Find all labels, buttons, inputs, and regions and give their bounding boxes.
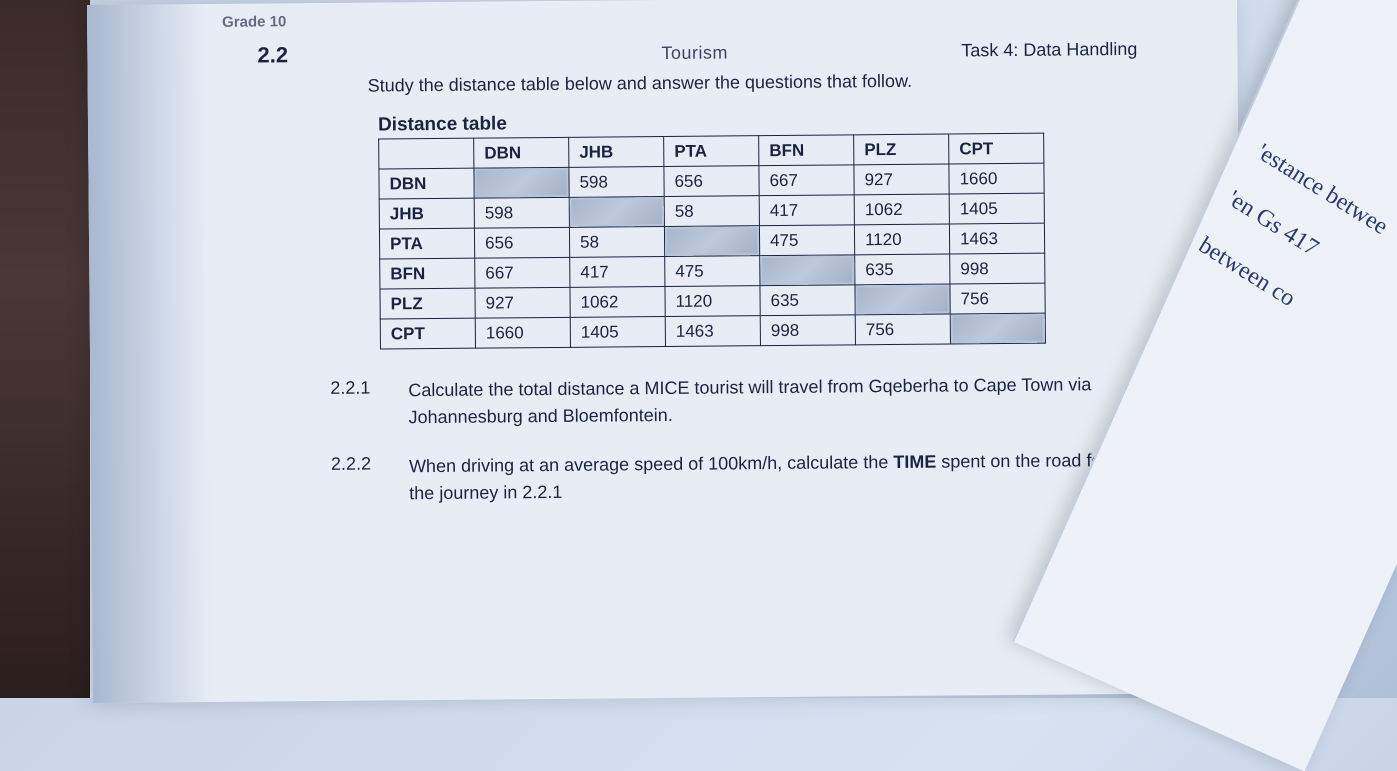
- table-cell: 598: [569, 167, 664, 198]
- table-diagonal-cell: [664, 226, 759, 257]
- table-diagonal-cell: [950, 313, 1045, 344]
- table-diagonal-cell: [760, 255, 855, 286]
- table-cell: 635: [760, 285, 855, 316]
- table-cell: 667: [475, 257, 570, 288]
- table-cell: 475: [665, 256, 760, 287]
- question-number: 2.2.2: [331, 453, 385, 474]
- table-row-label: BFN: [380, 258, 475, 289]
- table-cell: 998: [950, 253, 1045, 284]
- table-title: Distance table: [378, 107, 1198, 136]
- table-col-header: PTA: [664, 136, 759, 167]
- question-row: 2.2.1 Calculate the total distance a MIC…: [330, 370, 1200, 432]
- table-cell: 1405: [570, 316, 665, 347]
- table-row-label: CPT: [380, 318, 475, 349]
- table-corner-cell: [379, 138, 474, 169]
- table-cell: 58: [569, 227, 664, 258]
- table-cell: 1463: [665, 316, 760, 347]
- header-row: 2.2 Tourism Task 4: Data Handling: [127, 34, 1197, 69]
- question-text: When driving at an average speed of 100k…: [409, 447, 1137, 507]
- table-cell: 656: [664, 166, 759, 197]
- total-marks: [17]: [332, 523, 1152, 551]
- table-cell: 417: [759, 195, 854, 226]
- grade-label-partial: Grade 10: [222, 5, 1197, 31]
- question-row: 2.2.2 When driving at an average speed o…: [331, 446, 1201, 508]
- table-col-header: CPT: [949, 133, 1044, 164]
- task-title: Task 4: Data Handling: [961, 39, 1137, 62]
- table-cell: 475: [759, 225, 854, 256]
- table-cell: 998: [760, 315, 855, 346]
- subject-title: Tourism: [468, 41, 921, 66]
- table-col-header: BFN: [759, 135, 854, 166]
- table-col-header: DBN: [474, 137, 569, 168]
- left-background-strip: [0, 0, 90, 698]
- table-cell: 756: [855, 314, 950, 345]
- table-cell: 635: [855, 254, 950, 285]
- table-cell: 927: [475, 287, 570, 318]
- table-cell: 927: [854, 164, 949, 195]
- table-cell: 1062: [854, 194, 949, 225]
- table-cell: 58: [664, 196, 759, 227]
- table-row-label: DBN: [379, 168, 474, 199]
- instruction-text: Study the distance table below and answe…: [368, 68, 1198, 96]
- table-diagonal-cell: [855, 284, 950, 315]
- table-cell: 598: [474, 197, 569, 228]
- table-cell: 1405: [949, 193, 1044, 224]
- table-cell: 656: [474, 227, 569, 258]
- table-col-header: PLZ: [854, 134, 949, 165]
- table-body: DBN5986566679271660JHB5985841710621405PT…: [379, 163, 1046, 349]
- table-col-header: JHB: [569, 137, 664, 168]
- table-row-label: PLZ: [380, 288, 475, 319]
- table-cell: 1463: [949, 223, 1044, 254]
- section-number: 2.2: [257, 42, 288, 68]
- table-cell: 1120: [665, 286, 760, 317]
- table-row-label: JHB: [379, 198, 474, 229]
- table-cell: 1660: [475, 317, 570, 348]
- table-cell: 1120: [854, 224, 949, 255]
- question-number: 2.2.1: [330, 377, 384, 398]
- table-diagonal-cell: [569, 197, 664, 228]
- table-cell: 1660: [949, 163, 1044, 194]
- table-cell: 667: [759, 165, 854, 196]
- table-cell: 756: [950, 283, 1045, 314]
- question-text: Calculate the total distance a MICE tour…: [408, 371, 1136, 431]
- table-diagonal-cell: [474, 167, 569, 198]
- table-row: CPT166014051463998756: [380, 313, 1045, 349]
- table-cell: 417: [570, 256, 665, 287]
- table-row: PLZ92710621120635 756: [380, 283, 1045, 319]
- table-cell: 1062: [570, 286, 665, 317]
- distance-table: DBNJHBPTABFNPLZCPT DBN5986566679271660JH…: [378, 133, 1046, 350]
- table-row-label: PTA: [379, 228, 474, 259]
